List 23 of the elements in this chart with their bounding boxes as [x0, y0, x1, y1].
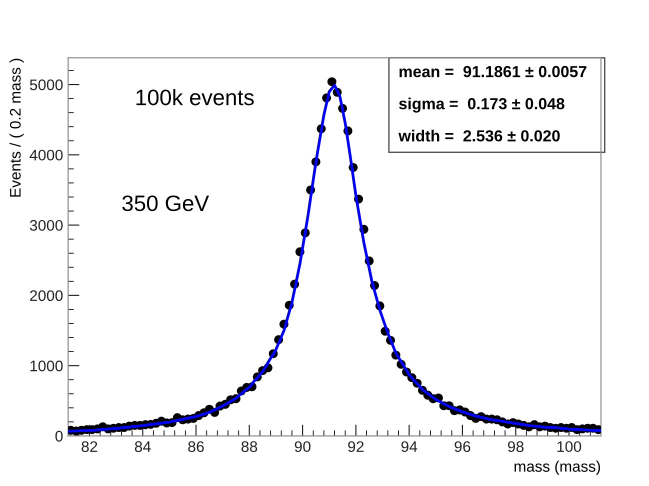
x-tick-label: 92: [348, 441, 364, 452]
x-tick-label: 98: [508, 441, 524, 452]
annotation: 100k events: [136, 88, 254, 106]
annotation: 350 GeV: [122, 195, 210, 212]
x-tick-label: 94: [401, 441, 418, 452]
y-tick-label: 5000: [30, 79, 63, 90]
x-tick-label: 100: [557, 441, 582, 452]
y-axis-title: Events / ( 0.2 mass ): [10, 58, 24, 197]
x-axis-title: mass (mass): [514, 460, 600, 475]
y-tick-label: 4000: [30, 150, 63, 161]
x-tick-label: 88: [241, 441, 258, 452]
annotation: mean = 91.1861 ± 0.0057: [400, 66, 586, 78]
y-tick-label: 3000: [30, 220, 63, 231]
x-tick-label: 96: [454, 441, 470, 452]
annotation: sigma = 0.173 ± 0.048: [399, 98, 564, 113]
x-tick-label: 90: [294, 441, 310, 452]
annotation: width = 2.536 ± 0.020: [398, 130, 560, 142]
y-tick-label: 0: [55, 430, 63, 442]
x-tick-label: 84: [134, 441, 151, 452]
x-tick-label: 82: [82, 441, 98, 452]
x-tick-label: 86: [188, 441, 204, 452]
y-tick-label: 2000: [30, 290, 63, 302]
y-tick-label: 1000: [30, 360, 63, 372]
